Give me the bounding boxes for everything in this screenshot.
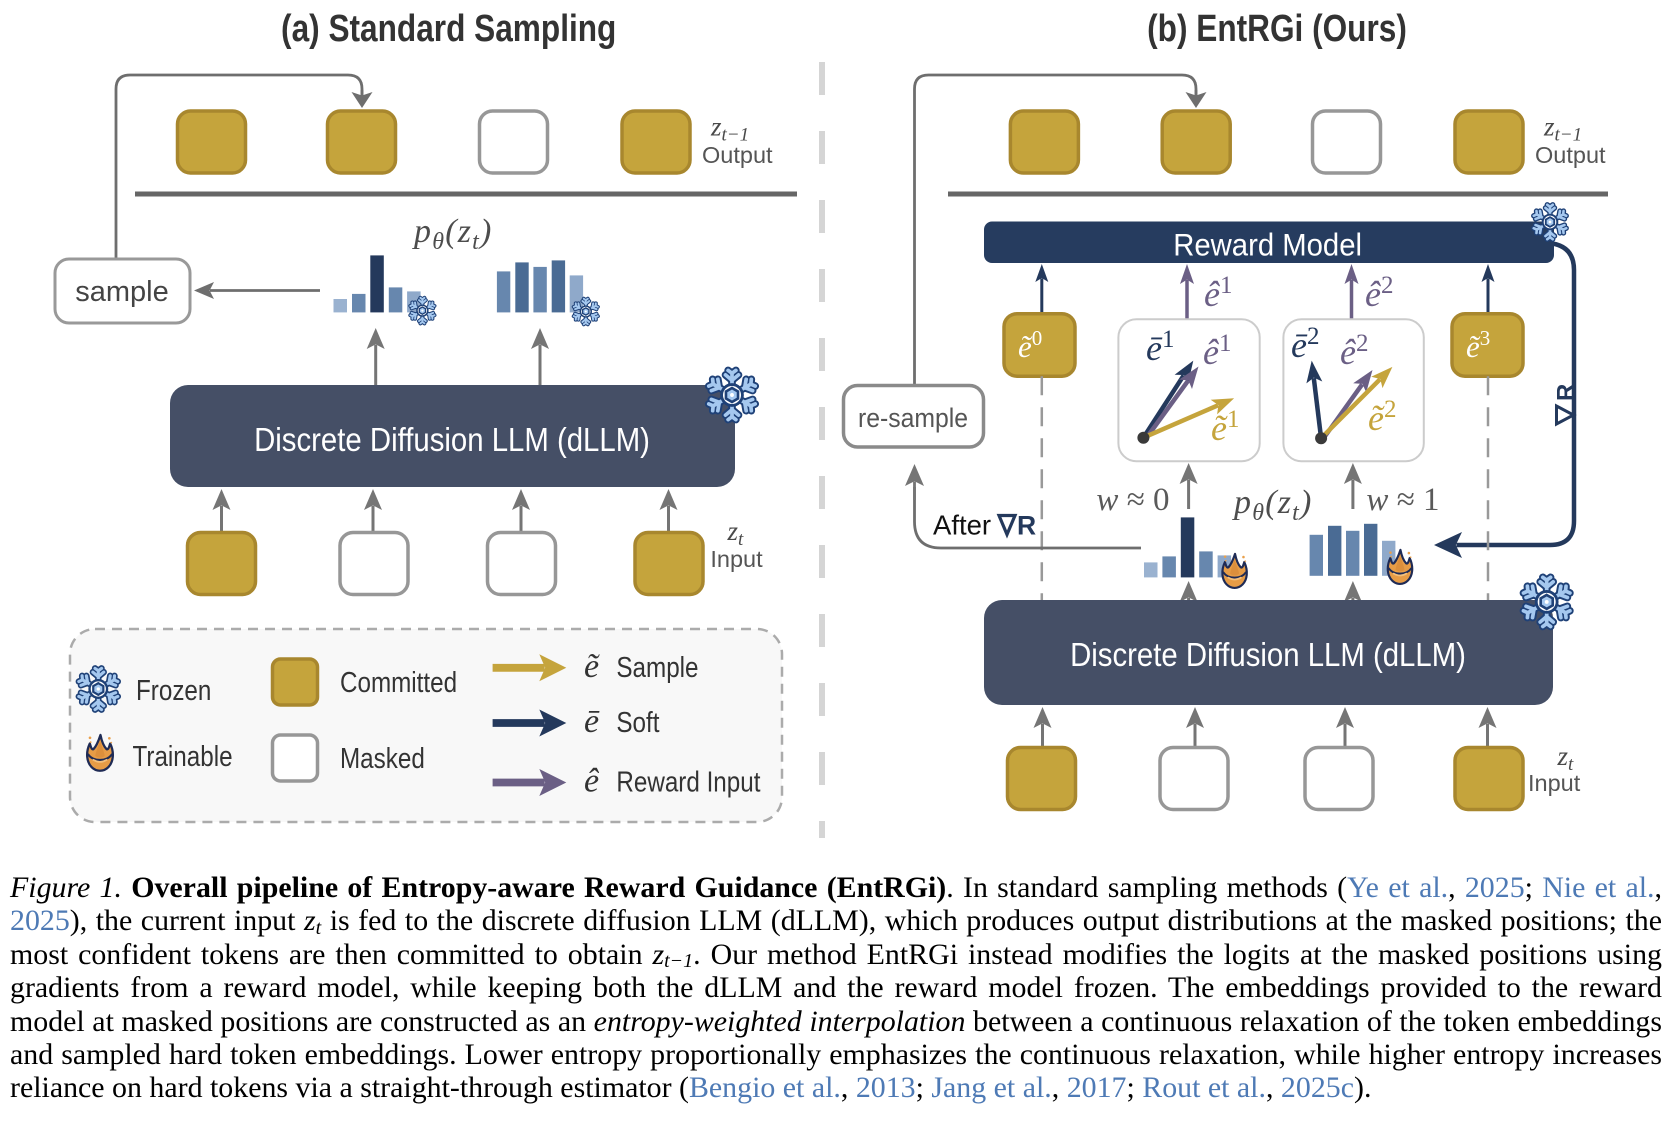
svg-text:After: After (933, 510, 991, 541)
svg-text:(b) EntRGi (Ours): (b) EntRGi (Ours) (1147, 7, 1407, 50)
svg-text:Discrete Diffusion LLM (dLLM): Discrete Diffusion LLM (dLLM) (254, 421, 650, 458)
svg-text:Trainable: Trainable (133, 740, 233, 772)
svg-text:Sample: Sample (616, 651, 698, 683)
svg-text:ê1: ê1 (1203, 330, 1231, 372)
svg-text:sample: sample (75, 276, 169, 308)
svg-text:Soft: Soft (616, 706, 660, 738)
svg-text:Frozen: Frozen (136, 674, 211, 706)
svg-text:ẽ1: ẽ1 (1211, 406, 1239, 448)
svg-text:w ≈ 1: w ≈ 1 (1366, 482, 1439, 518)
svg-text:R: R (1553, 384, 1580, 401)
svg-text:zt−1: zt−1 (710, 112, 749, 146)
svg-text:pθ(zt): pθ(zt) (1232, 484, 1313, 526)
svg-text:Output: Output (702, 142, 773, 168)
svg-text:ẽ: ẽ (584, 648, 600, 685)
svg-text:Output: Output (1535, 142, 1606, 168)
svg-text:ē: ē (584, 703, 600, 740)
svg-text:w ≈ 0: w ≈ 0 (1096, 482, 1169, 518)
svg-text:ê2: ê2 (1365, 272, 1393, 314)
svg-text:Input: Input (1528, 770, 1581, 796)
svg-text:Reward Model: Reward Model (1173, 227, 1362, 262)
svg-text:Discrete Diffusion LLM (dLLM): Discrete Diffusion LLM (dLLM) (1070, 636, 1466, 673)
svg-text:ê1: ê1 (1204, 272, 1232, 314)
svg-text:R: R (1017, 511, 1036, 541)
svg-text:zt−1: zt−1 (1543, 112, 1582, 146)
svg-text:re-sample: re-sample (858, 404, 968, 433)
svg-text:ê: ê (584, 763, 600, 800)
svg-text:pθ(zt): pθ(zt) (412, 213, 493, 255)
svg-text:Input: Input (710, 546, 763, 572)
svg-text:ē1: ē1 (1146, 326, 1174, 368)
svg-text:Masked: Masked (340, 742, 425, 774)
svg-text:Reward Input: Reward Input (616, 766, 761, 798)
svg-text:ē2: ē2 (1291, 323, 1319, 365)
svg-text:(a) Standard Sampling: (a) Standard Sampling (281, 7, 616, 50)
svg-text:zt: zt (727, 516, 745, 550)
svg-text:Committed: Committed (340, 666, 457, 698)
